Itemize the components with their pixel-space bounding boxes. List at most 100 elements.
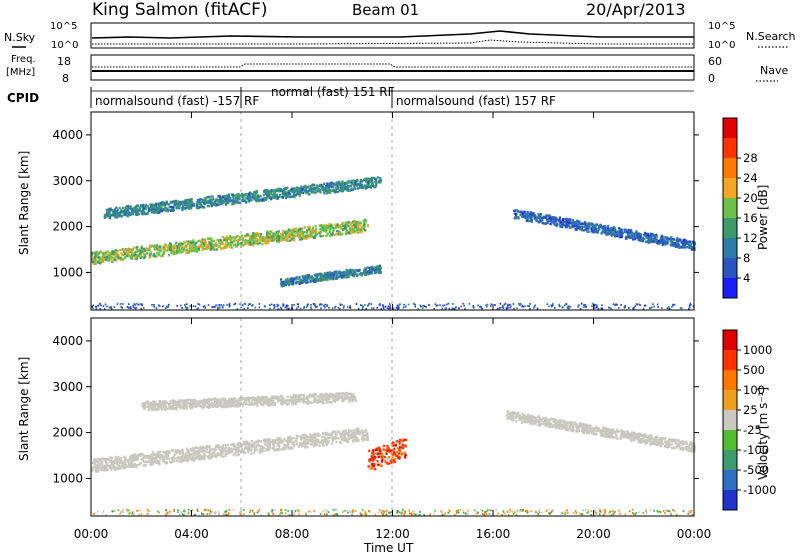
data-cell [350,179,353,183]
noise-cell [593,305,596,307]
data-cell [116,249,119,253]
data-cell [513,217,516,220]
data-cell [243,240,246,243]
noise-cell [128,303,130,305]
data-cell [155,211,158,214]
noise-cell [481,307,484,310]
data-cell [653,236,657,239]
data-cell [336,184,339,188]
data-cell [548,216,552,219]
data-cell [164,452,167,455]
data-cell [282,281,285,284]
data-cell [348,433,351,437]
data-cell [563,221,566,224]
data-cell [282,401,285,405]
data-cell [101,457,105,460]
data-cell [211,452,214,455]
data-cell [523,212,526,215]
data-cell [162,251,165,254]
noise-cell [634,305,637,307]
noise-cell [529,303,531,305]
noise-cell [462,302,464,305]
data-cell [178,450,181,454]
data-cell [239,236,242,239]
data-cell [364,180,368,183]
noise-cell [202,305,205,308]
data-cell [93,463,96,466]
noise-cell [194,305,197,308]
data-cell [299,188,303,192]
data-cell [210,456,213,459]
nsearch-label: N.Search [746,30,796,43]
data-cell [351,225,354,228]
data-cell [340,223,344,226]
data-cell [258,241,261,245]
data-cell [311,439,314,443]
data-cell [118,206,121,210]
data-cell [197,455,200,458]
data-cell [690,243,693,246]
data-cell [91,467,94,471]
data-cell [180,460,184,463]
data-cell [188,246,191,250]
data-cell [337,233,340,236]
noise-cell [247,307,249,309]
data-cell [109,464,112,467]
data-cell [224,198,227,201]
data-cell [226,452,229,456]
data-cell [263,438,266,441]
data-cell [606,226,609,229]
noise-cell [638,303,641,306]
noise-cell [639,304,641,307]
noise-cell [269,307,271,310]
data-cell [352,272,356,275]
data-cell [317,278,320,281]
data-cell [108,216,111,220]
noise-cell [276,305,279,308]
data-cell [236,235,239,238]
data-cell [269,236,273,239]
data-cell [295,276,298,279]
data-cell [117,211,121,215]
data-cell [307,192,310,196]
data-cell [331,224,334,227]
noise-cell [334,306,336,309]
data-cell [175,449,178,452]
data-cell [305,279,308,282]
data-cell [327,223,330,226]
data-cell [277,240,280,243]
data-cell [327,184,330,188]
data-cell [515,216,518,220]
data-cell [188,207,191,210]
noise-cell [688,306,691,309]
data-cell [202,398,206,401]
data-cell [648,240,651,243]
data-cell [167,203,170,206]
data-cell [351,268,354,272]
data-cell [160,408,164,411]
data-cell [157,407,161,411]
data-cell [296,190,299,193]
data-cell [150,208,153,212]
data-cell [281,192,284,196]
data-cell [582,229,585,232]
noise-cell [328,306,330,309]
data-cell [252,193,256,196]
data-cell [251,402,254,405]
data-cell [291,447,294,450]
data-cell [168,244,171,248]
data-cell [235,454,238,457]
data-cell [266,441,269,445]
data-cell [214,203,217,207]
data-cell [346,269,349,273]
data-cell [268,444,271,448]
data-cell [188,202,191,205]
noise-cell [228,305,231,308]
data-cell [317,438,320,442]
data-cell [344,439,347,442]
data-cell [301,435,304,438]
data-cell [237,196,240,199]
data-cell [366,266,369,269]
data-cell [190,449,193,452]
data-cell [298,232,301,236]
